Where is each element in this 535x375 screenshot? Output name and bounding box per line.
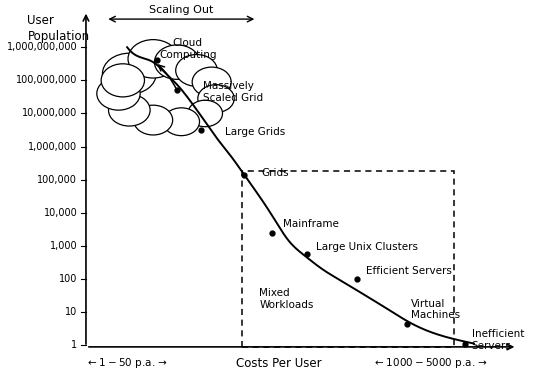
Bar (242, 171, 454, 347)
Text: Virtual
Machines: Virtual Machines (411, 299, 460, 320)
Text: Mainframe: Mainframe (283, 219, 339, 230)
Text: Massively
Scaled Grid: Massively Scaled Grid (203, 81, 263, 103)
Text: Large Unix Clusters: Large Unix Clusters (316, 242, 418, 252)
Circle shape (175, 54, 217, 86)
Text: User
Population: User Population (27, 14, 89, 43)
Text: Cloud
Computing: Cloud Computing (159, 38, 217, 60)
Text: 100: 100 (59, 274, 77, 284)
Text: ← $1000-$5000 p.a. →: ← $1000-$5000 p.a. → (373, 357, 487, 370)
Text: Large Grids: Large Grids (225, 127, 285, 136)
Text: 10: 10 (65, 307, 77, 317)
Text: 10,000: 10,000 (43, 208, 77, 218)
Text: Costs Per User: Costs Per User (236, 357, 322, 370)
Text: 1,000,000: 1,000,000 (28, 142, 77, 152)
Text: ← $1-$50 p.a. →: ← $1-$50 p.a. → (87, 357, 167, 370)
Circle shape (101, 64, 144, 97)
Text: 100,000,000: 100,000,000 (16, 75, 77, 86)
Text: Grids: Grids (262, 168, 289, 178)
Text: 100,000: 100,000 (37, 175, 77, 184)
Circle shape (102, 53, 156, 94)
Circle shape (192, 67, 231, 97)
Circle shape (198, 85, 234, 112)
Text: Mixed
Workloads: Mixed Workloads (259, 288, 314, 310)
Circle shape (134, 105, 173, 135)
Circle shape (128, 40, 178, 78)
Text: 10,000,000: 10,000,000 (22, 108, 77, 118)
Text: 1,000: 1,000 (50, 241, 77, 251)
Circle shape (155, 45, 200, 80)
Text: 1,000,000,000: 1,000,000,000 (6, 42, 77, 52)
Circle shape (163, 108, 200, 136)
Text: Efficient Servers: Efficient Servers (365, 266, 452, 276)
Circle shape (97, 77, 140, 110)
Circle shape (109, 94, 150, 126)
Circle shape (188, 100, 223, 127)
Text: Inefficient
Servers: Inefficient Servers (472, 330, 524, 351)
Text: 1: 1 (71, 340, 77, 350)
Text: Scaling Out: Scaling Out (149, 5, 213, 15)
